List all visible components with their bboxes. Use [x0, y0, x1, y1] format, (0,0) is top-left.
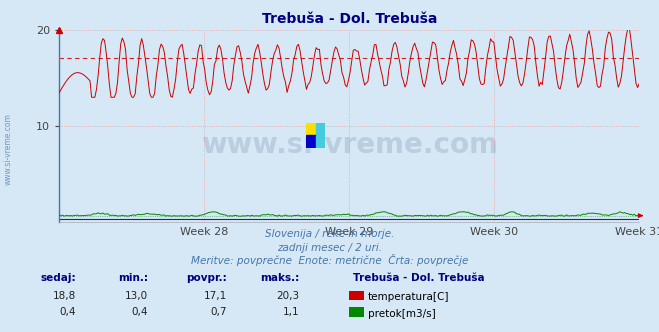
Text: maks.:: maks.: [260, 273, 300, 283]
Bar [316, 123, 325, 135]
Text: 0,4: 0,4 [132, 307, 148, 317]
Text: Meritve: povprečne  Enote: metrične  Črta: povprečje: Meritve: povprečne Enote: metrične Črta:… [191, 254, 468, 266]
Text: sedaj:: sedaj: [40, 273, 76, 283]
Text: 0,7: 0,7 [211, 307, 227, 317]
Bar [306, 123, 316, 135]
Text: zadnji mesec / 2 uri.: zadnji mesec / 2 uri. [277, 243, 382, 253]
Text: 20,3: 20,3 [277, 291, 300, 301]
Text: 18,8: 18,8 [53, 291, 76, 301]
Text: pretok[m3/s]: pretok[m3/s] [368, 309, 436, 319]
Text: povpr.:: povpr.: [186, 273, 227, 283]
Text: temperatura[C]: temperatura[C] [368, 292, 449, 302]
Title: Trebuša - Dol. Trebuša: Trebuša - Dol. Trebuša [262, 12, 437, 26]
Text: www.si-vreme.com: www.si-vreme.com [201, 131, 498, 159]
Text: 17,1: 17,1 [204, 291, 227, 301]
Text: 1,1: 1,1 [283, 307, 300, 317]
Text: 13,0: 13,0 [125, 291, 148, 301]
Bar [306, 135, 316, 148]
Text: Slovenija / reke in morje.: Slovenija / reke in morje. [265, 229, 394, 239]
Text: 0,4: 0,4 [59, 307, 76, 317]
Text: www.si-vreme.com: www.si-vreme.com [3, 114, 13, 185]
Text: min.:: min.: [118, 273, 148, 283]
Text: Trebuša - Dol. Trebuša: Trebuša - Dol. Trebuša [353, 273, 484, 283]
Bar [316, 135, 325, 148]
